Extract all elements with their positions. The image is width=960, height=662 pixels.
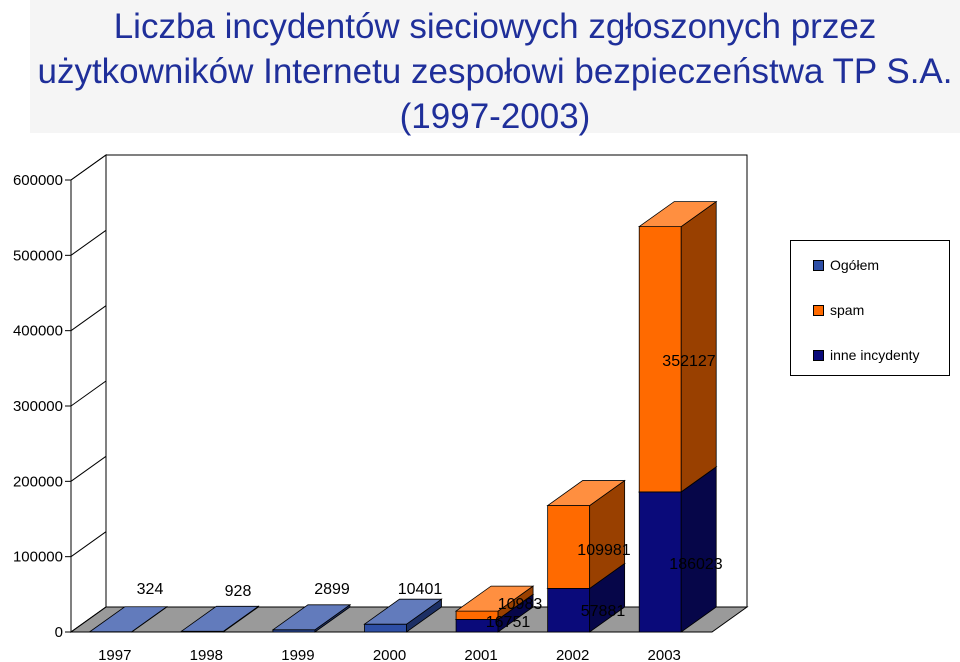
legend-swatch-inne <box>813 349 824 361</box>
x-tick-label: 2002 <box>556 647 589 662</box>
data-label: 324 <box>137 581 164 598</box>
y-tick-label: 100000 <box>13 549 63 566</box>
y-gridline-side <box>70 380 107 407</box>
legend: Ogółem spam inne incydenty <box>790 240 950 376</box>
data-label: 2899 <box>314 581 350 598</box>
bar-spam-2001 <box>454 585 535 621</box>
bar-spam-2002 <box>546 479 626 590</box>
x-tick-label: 1998 <box>190 647 223 662</box>
data-label: 352127 <box>662 353 715 370</box>
data-label: 186023 <box>669 556 722 573</box>
x-tick-label: 1999 <box>281 647 314 662</box>
y-tick-label: 200000 <box>13 473 63 490</box>
legend-swatch-spam <box>813 304 824 316</box>
y-gridline-side <box>70 606 107 633</box>
legend-label-spam: spam <box>830 302 865 318</box>
bar-ogolem-2000 <box>363 598 443 633</box>
bar-ogolem-1999 <box>271 604 352 633</box>
y-tick-label: 500000 <box>13 247 63 264</box>
y-gridline-side <box>70 154 107 181</box>
title-band <box>30 0 960 133</box>
bar-spam-2003 <box>637 200 718 493</box>
y-tick-label: 300000 <box>13 398 63 415</box>
legend-label-inne: inne incydenty <box>830 347 920 363</box>
bar-ogolem-1997 <box>88 605 169 633</box>
data-label: 57881 <box>581 603 626 620</box>
data-label: 10401 <box>398 581 443 598</box>
chart-title: Liczba incydentów sieciowych zgłoszonych… <box>37 7 953 136</box>
x-tick-label: 2001 <box>464 647 497 662</box>
y-gridline-side <box>70 305 107 332</box>
legend-item-ogolem: Ogółem <box>813 257 879 273</box>
data-label: 928 <box>225 583 252 600</box>
y-tick-label: 600000 <box>13 172 63 189</box>
legend-swatch-ogolem <box>813 259 824 271</box>
x-tick-label: 1997 <box>98 647 131 662</box>
x-tick-label: 2003 <box>648 647 681 662</box>
y-tick-label: 400000 <box>13 323 63 340</box>
x-tick-label: 2000 <box>373 647 406 662</box>
y-tick-label: 0 <box>55 624 63 641</box>
legend-item-inne: inne incydenty <box>813 347 920 363</box>
data-label: 10983 <box>498 596 543 613</box>
bar-inne-2003 <box>637 466 718 633</box>
legend-label-ogolem: Ogółem <box>830 257 880 273</box>
y-gridline-side <box>70 229 107 256</box>
y-gridline-side <box>70 531 107 558</box>
data-label: 109981 <box>577 542 630 559</box>
y-gridline-side <box>70 455 107 482</box>
bar-ogolem-1998 <box>180 605 260 633</box>
legend-item-spam: spam <box>813 302 864 318</box>
data-label: 16751 <box>486 614 531 631</box>
